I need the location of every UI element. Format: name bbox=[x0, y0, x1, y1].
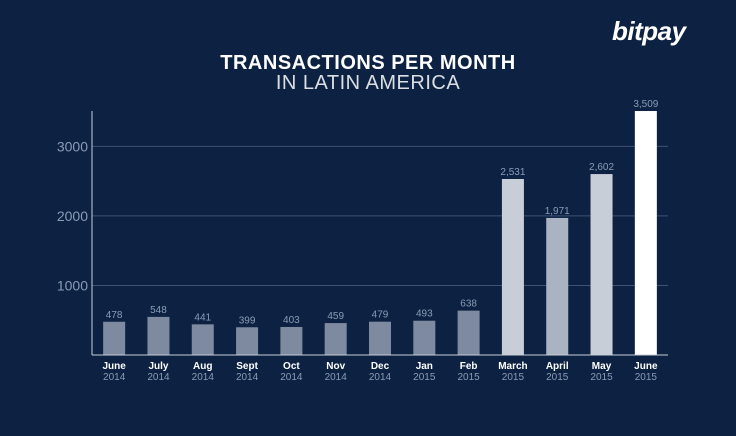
bar-value-label: 1,971 bbox=[545, 206, 570, 217]
x-tick-label-year: 2015 bbox=[635, 372, 658, 383]
bar bbox=[634, 111, 657, 355]
bar bbox=[457, 310, 480, 355]
x-tick-label-month: Aug bbox=[193, 361, 212, 372]
x-tick-label-year: 2014 bbox=[369, 372, 392, 383]
chart-title: TRANSACTIONS PER MONTH bbox=[220, 52, 516, 74]
x-tick-label-year: 2014 bbox=[325, 372, 348, 383]
x-tick-label-year: 2014 bbox=[103, 372, 126, 383]
x-tick-label-year: 2015 bbox=[546, 372, 569, 383]
x-tick-label-month: Oct bbox=[283, 361, 300, 372]
x-tick-label-month: May bbox=[592, 361, 612, 372]
bar bbox=[546, 217, 569, 355]
x-tick-label-month: March bbox=[498, 361, 527, 372]
x-tick-label-year: 2015 bbox=[502, 372, 525, 383]
chart-subtitle: IN LATIN AMERICA bbox=[275, 72, 461, 94]
bar-value-label: 3,509 bbox=[633, 99, 658, 110]
bar-value-label: 493 bbox=[416, 309, 433, 320]
bar-value-label: 479 bbox=[372, 310, 389, 321]
x-tick-label-month: June bbox=[634, 361, 658, 372]
bar bbox=[191, 324, 214, 355]
x-tick-label-year: 2014 bbox=[147, 372, 170, 383]
x-tick-label-month: July bbox=[148, 361, 168, 372]
bitpay-logo: bitpay bbox=[612, 16, 686, 46]
bar-value-label: 2,531 bbox=[500, 167, 525, 178]
x-tick-label-month: Jan bbox=[416, 361, 433, 372]
bar bbox=[280, 326, 303, 355]
bar-value-label: 478 bbox=[106, 310, 123, 321]
bar-value-label: 548 bbox=[150, 305, 167, 316]
bar bbox=[413, 320, 436, 355]
x-tick-label-year: 2015 bbox=[457, 372, 480, 383]
x-tick-label-month: Nov bbox=[326, 361, 345, 372]
y-tick-label: 1000 bbox=[57, 277, 88, 293]
bar bbox=[369, 321, 391, 355]
y-tick-label: 2000 bbox=[57, 208, 88, 224]
bar bbox=[236, 327, 259, 355]
x-tick-label-month: Dec bbox=[371, 361, 390, 372]
x-tick-label-month: April bbox=[546, 361, 569, 372]
x-tick-label-year: 2014 bbox=[280, 372, 303, 383]
bar bbox=[103, 321, 126, 355]
x-tick-label-month: June bbox=[102, 361, 126, 372]
bar-value-label: 638 bbox=[460, 299, 477, 310]
y-tick-label: 3000 bbox=[57, 138, 88, 154]
bar-value-label: 459 bbox=[327, 311, 344, 322]
bar-value-label: 399 bbox=[239, 315, 256, 326]
bar-value-label: 441 bbox=[194, 312, 211, 323]
x-tick-label-month: Feb bbox=[460, 361, 478, 372]
bar bbox=[324, 323, 347, 355]
x-tick-label-year: 2014 bbox=[236, 372, 259, 383]
bar-value-label: 2,602 bbox=[589, 162, 614, 173]
bar bbox=[147, 316, 170, 355]
bar bbox=[590, 174, 613, 355]
x-tick-label-year: 2015 bbox=[590, 372, 613, 383]
x-tick-label-month: Sept bbox=[236, 361, 258, 372]
x-tick-label-year: 2014 bbox=[192, 372, 215, 383]
bar-value-label: 403 bbox=[283, 315, 300, 326]
x-tick-label-year: 2015 bbox=[413, 372, 436, 383]
bar bbox=[501, 179, 524, 355]
